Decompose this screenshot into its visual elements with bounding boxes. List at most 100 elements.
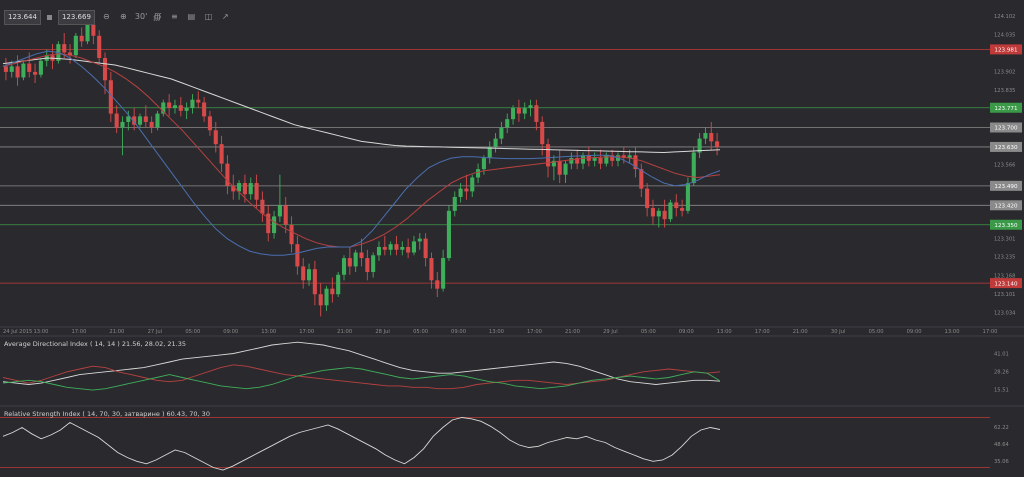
timeframe-30-icon[interactable]: 30': [134, 12, 148, 21]
candle-body: [318, 294, 323, 306]
candle-body: [563, 163, 568, 175]
candle-body: [400, 246, 405, 250]
candle-body: [21, 63, 26, 78]
candle-body: [97, 35, 102, 59]
level-label: 123.140: [994, 281, 1018, 287]
ask-price: 123.669: [57, 9, 95, 25]
grid-icon[interactable]: ▤: [187, 12, 196, 21]
candle-body: [79, 35, 84, 42]
level-label-box: [990, 278, 1022, 289]
candle-body: [394, 244, 399, 250]
candle-body: [67, 52, 73, 56]
level-label-box: [990, 141, 1022, 152]
candle-body: [423, 238, 428, 259]
zoom-out-icon[interactable]: ⊖: [103, 12, 110, 21]
candle-body: [260, 199, 265, 214]
candle-body: [703, 133, 708, 139]
x-tick-label: 24 Jul 2015: [3, 329, 32, 335]
levels-icon[interactable]: ≡: [171, 12, 178, 21]
candle-body: [534, 105, 539, 122]
x-tick-label: 17:00: [527, 329, 542, 335]
candle-body: [365, 258, 370, 272]
candle-body: [446, 210, 451, 259]
candle-body: [662, 210, 667, 220]
candle-body: [656, 210, 661, 217]
candle-body: [242, 183, 247, 195]
x-tick-label: 21:00: [337, 329, 352, 335]
candle-body: [161, 102, 166, 114]
candle-body: [172, 105, 178, 109]
candle-body: [429, 258, 434, 281]
x-tick-label: 09:00: [451, 329, 466, 335]
x-tick-label: 09:00: [223, 329, 238, 335]
level-label-box: [990, 200, 1022, 211]
candle-body: [108, 80, 113, 114]
candle-body: [505, 119, 510, 128]
candle-body: [102, 58, 108, 81]
candle-body: [9, 66, 14, 72]
candle-body: [190, 99, 195, 109]
candle-body: [417, 238, 422, 242]
candle-body: [668, 202, 673, 220]
candle-body: [371, 255, 376, 272]
candle-body: [330, 288, 335, 295]
y-tick-label: 123.101: [994, 292, 1015, 298]
indicators-icon[interactable]: ∰: [153, 12, 162, 21]
candle-body: [715, 141, 720, 147]
candle-body: [522, 108, 527, 114]
candle-body: [137, 116, 143, 125]
candle-body: [149, 121, 154, 128]
candle-body: [3, 66, 8, 72]
candle-body: [73, 35, 78, 56]
candle-body: [237, 183, 242, 192]
candle-body: [120, 121, 125, 128]
candle-body: [697, 138, 702, 153]
y-tick-label: 123.235: [994, 255, 1015, 261]
candle-body: [645, 188, 650, 209]
rsi-tick-label: 35.06: [994, 459, 1009, 465]
level-label-box: [990, 180, 1022, 191]
candle-body: [481, 158, 486, 170]
level-label-box: [990, 102, 1022, 113]
level-label: 123.630: [994, 145, 1018, 151]
x-tick-label: 17:00: [983, 329, 998, 335]
level-label: 123.700: [994, 126, 1018, 132]
candle-body: [633, 155, 638, 170]
candle-body: [266, 213, 271, 234]
candle-body: [38, 60, 43, 75]
bid-price: 123.644: [4, 9, 41, 25]
x-tick-label: 09:00: [679, 329, 694, 335]
candle-body: [85, 24, 90, 42]
candle-body: [435, 280, 440, 289]
candle-body: [493, 138, 498, 147]
rsi-tick-label: 48.64: [994, 442, 1010, 448]
candle-body: [336, 274, 341, 295]
y-tick-label: 123.902: [994, 69, 1015, 75]
candle-body: [639, 169, 644, 189]
candle-body: [557, 160, 562, 175]
candle-body: [458, 188, 463, 197]
export-icon[interactable]: ◫: [204, 12, 213, 21]
candle-body: [178, 105, 183, 111]
candle-body: [213, 130, 218, 145]
candle-body: [388, 244, 393, 250]
candle-body: [283, 205, 288, 225]
candle-body: [441, 258, 446, 289]
candle-body: [231, 185, 236, 192]
drawing-icon[interactable]: ↗: [222, 12, 229, 21]
candle-body: [569, 158, 574, 164]
candle-body: [207, 116, 212, 131]
candle-body: [225, 163, 230, 186]
candle-body: [289, 224, 294, 245]
candle-body: [680, 208, 685, 211]
y-tick-label: 124.102: [994, 14, 1015, 20]
x-tick-label: 21:00: [793, 329, 808, 335]
candle-body: [254, 183, 259, 200]
x-tick-label: 05:00: [413, 329, 428, 335]
candle-body: [353, 252, 358, 267]
x-tick-label: 05:00: [185, 329, 200, 335]
zoom-in-icon[interactable]: ⊕: [120, 12, 127, 21]
candle-body: [306, 269, 312, 281]
candle-body: [295, 244, 300, 267]
